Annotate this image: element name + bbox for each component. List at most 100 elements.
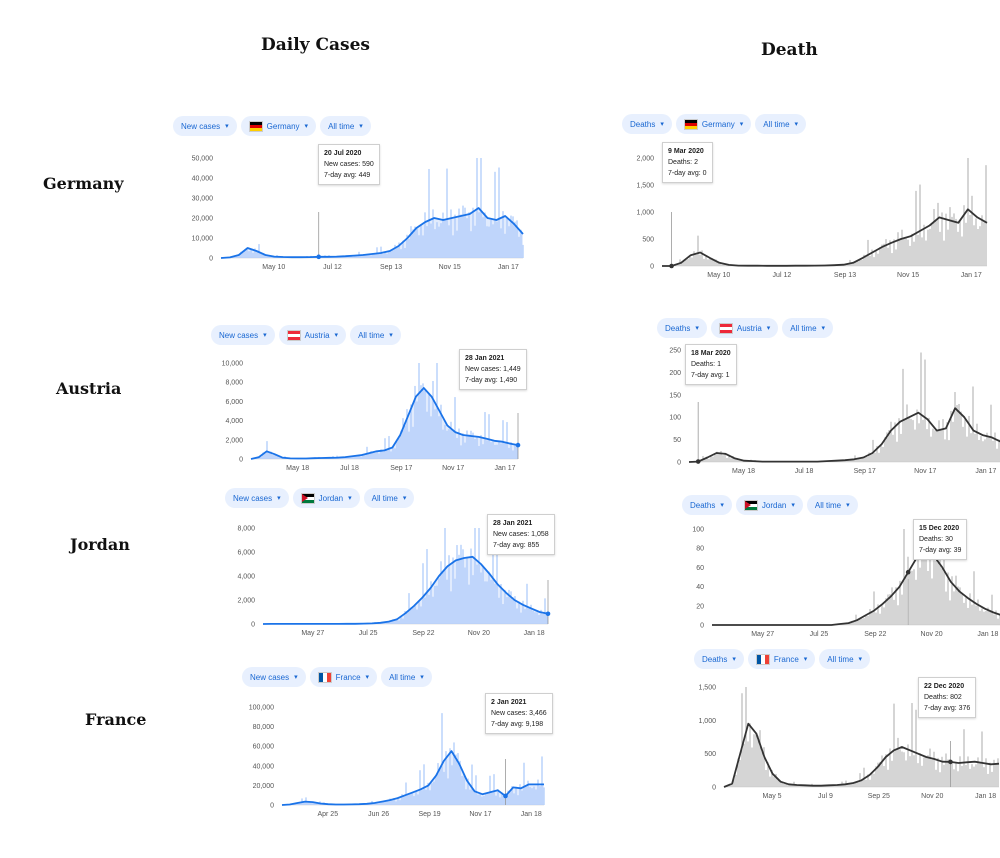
daily-bar [446,168,448,258]
daily-bar [519,784,521,805]
range-dropdown[interactable]: All time ▾ [755,114,807,134]
daily-bar [805,785,807,787]
daily-bar [432,209,434,258]
hover-point[interactable] [695,459,701,464]
metric-dropdown[interactable]: New cases ▾ [242,667,306,687]
metric-dropdown[interactable]: Deaths ▾ [622,114,672,134]
range-dropdown[interactable]: All time ▾ [806,495,858,515]
daily-bar [518,601,520,624]
daily-bar [393,797,395,805]
daily-bar [989,610,991,625]
metric-dropdown[interactable]: Deaths ▾ [657,318,707,338]
hover-point[interactable] [515,442,521,448]
daily-bar [710,455,712,462]
daily-bar [851,783,853,787]
daily-bar [928,417,930,462]
daily-bar [435,776,437,805]
y-tick-label: 10,000 [192,236,214,243]
daily-bar [964,419,966,462]
daily-bar [947,229,949,266]
metric-dropdown[interactable]: New cases ▾ [211,325,275,345]
daily-bar [444,424,446,459]
daily-bar [975,764,977,787]
daily-bar [731,784,733,787]
country-dropdown[interactable]: Jordan ▾ [292,488,360,508]
daily-bar [498,441,500,459]
hover-point[interactable] [545,611,551,617]
daily-bar [414,605,416,624]
metric-dropdown[interactable]: Deaths ▾ [682,495,732,515]
daily-bar [506,597,508,624]
country-dropdown[interactable]: Austria ▾ [278,325,347,345]
range-dropdown[interactable]: All time ▾ [320,116,371,136]
metric-dropdown[interactable]: Deaths ▾ [694,649,744,669]
daily-bar [991,771,993,787]
hover-point[interactable] [503,793,508,799]
range-dropdown[interactable]: All time ▾ [782,318,834,338]
daily-bar [801,785,803,787]
daily-bar [454,397,456,459]
hover-point[interactable] [905,569,911,575]
daily-bar [389,798,391,805]
daily-bar [712,456,714,462]
hover-point[interactable] [948,759,953,765]
daily-bar [940,429,942,462]
daily-bar [527,780,529,805]
daily-bar [875,250,877,266]
daily-bar [486,440,488,459]
daily-bar [817,786,819,787]
daily-bar [501,792,503,805]
daily-bar [510,591,512,624]
daily-bar [971,195,973,266]
deaths-column-heading: Death [761,40,818,60]
daily-bar [344,457,346,459]
country-dropdown[interactable]: Germany ▾ [675,114,752,134]
range-dropdown[interactable]: All time ▾ [350,325,401,345]
daily-bar [412,229,414,258]
daily-bar [887,247,889,266]
daily-bar [502,211,504,258]
daily-bar [969,214,971,266]
country-dropdown-label: Austria [736,323,762,333]
daily-bar [498,167,500,258]
daily-bar [522,244,524,258]
daily-bar [543,787,545,805]
country-dropdown[interactable]: France ▾ [309,667,378,687]
daily-bar [456,230,458,258]
hover-tooltip: 22 Dec 2020 Deaths: 802 7-day avg: 376 [918,677,977,718]
range-dropdown[interactable]: All time ▾ [381,667,432,687]
daily-bar [877,604,879,625]
daily-bar [533,786,535,805]
chart-cases-austria: 10,000 8,000 6,000 4,000 2,000 0 May 18 Jul 18 S… [222,361,521,472]
daily-bar [417,794,419,805]
country-dropdown[interactable]: Jordan ▾ [735,495,803,515]
daily-bar [870,454,872,462]
daily-bar [893,703,895,787]
hover-point[interactable] [669,263,674,269]
daily-bar [452,557,454,624]
daily-bar [701,250,703,266]
daily-bar [868,452,870,462]
country-dropdown[interactable]: Germany ▾ [240,116,317,136]
range-dropdown[interactable]: All time ▾ [363,488,415,508]
daily-bar [708,458,710,462]
daily-bar [364,254,366,258]
metric-dropdown[interactable]: New cases ▾ [173,116,237,136]
country-dropdown[interactable]: Austria ▾ [710,318,779,338]
metric-dropdown-label: Deaths [665,323,691,333]
metric-dropdown[interactable]: New cases ▾ [225,488,289,508]
range-dropdown[interactable]: All time ▾ [819,649,871,669]
country-dropdown[interactable]: France ▾ [747,649,816,669]
caret-down-icon: ▾ [359,123,363,130]
daily-bar [965,597,967,625]
daily-bar [422,563,424,624]
daily-bar [781,782,783,787]
x-tick-label: Nov 17 [469,811,491,818]
daily-bar [484,212,486,258]
hover-point[interactable] [316,254,322,260]
daily-bar [412,605,414,624]
daily-bar [981,215,983,266]
daily-bar [759,730,761,787]
daily-bar [411,793,413,805]
daily-bar [949,759,951,787]
